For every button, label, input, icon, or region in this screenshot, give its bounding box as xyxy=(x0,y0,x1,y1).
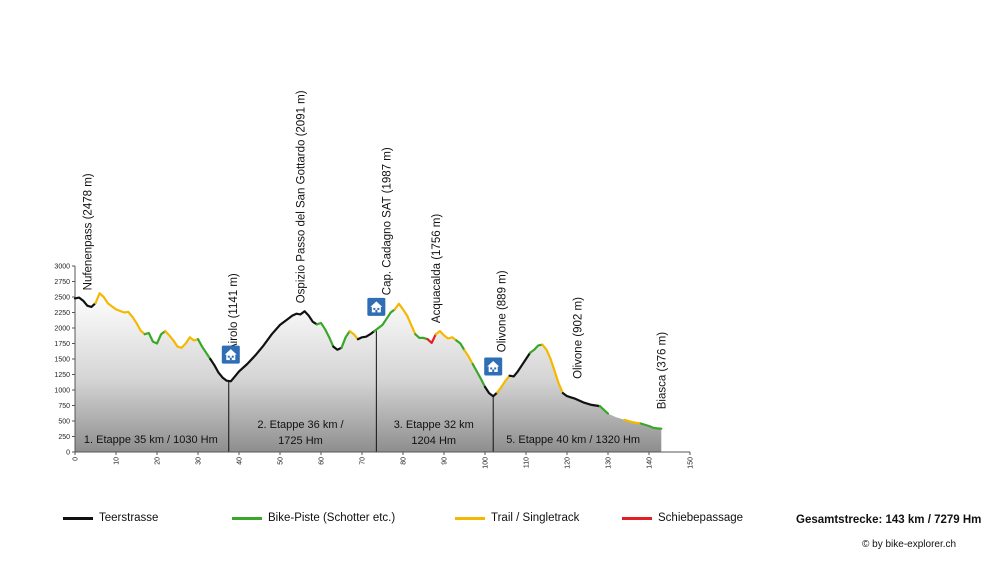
x-tick-label-120: 120 xyxy=(565,457,572,469)
stage-label-1: 1. Etappe 35 km / 1030 Hm xyxy=(84,434,218,446)
y-tick-label-1500: 1500 xyxy=(54,357,70,364)
elevation-area-fill xyxy=(75,293,662,452)
profile-segment-trail-singletrack xyxy=(348,330,359,341)
x-tick-label-100: 100 xyxy=(483,457,490,469)
stage-label-2-line2: 1725 Hm xyxy=(278,435,323,447)
legend-item-bike-piste: Bike-Piste (Schotter etc.) xyxy=(232,512,395,524)
profile-segment-bike-piste-schotter-etc xyxy=(598,405,610,415)
y-tick-label-3000: 3000 xyxy=(54,264,70,271)
profile-segment-bike-piste-schotter-etc xyxy=(315,321,335,348)
x-tick-label-50: 50 xyxy=(278,457,285,465)
y-tick-label-750: 750 xyxy=(58,403,70,410)
profile-segment-bike-piste-schotter-etc xyxy=(455,339,466,352)
hut-icon xyxy=(367,297,386,316)
copyright: © by bike-explorer.ch xyxy=(862,539,957,550)
y-tick-label-250: 250 xyxy=(58,434,70,441)
profile-segment-bike-piste-schotter-etc xyxy=(340,330,351,349)
location-label-ospizio-passo-del-san-gottardo-2091-m: Ospizio Passo del San Gottardo (2091 m) xyxy=(296,90,308,303)
legend-label-trail: Trail / Singletrack xyxy=(491,512,580,524)
x-tick-label-90: 90 xyxy=(442,457,449,465)
profile-segment-teerstrasse xyxy=(209,310,318,383)
y-tick-label-2750: 2750 xyxy=(54,279,70,286)
profile-segment-teerstrasse xyxy=(332,345,343,351)
legend-swatch-schiebepassage xyxy=(622,516,652,520)
stage-labels: 1. Etappe 35 km / 1030 Hm 2. Etappe 36 km… xyxy=(84,419,640,447)
elevation-profile-chart: 0250500750100012501500175020002250250027… xyxy=(54,90,694,469)
hut-icon xyxy=(221,345,240,364)
profile-segment-bike-piste-schotter-etc xyxy=(373,308,396,333)
profile-segment-trail-singletrack xyxy=(393,302,417,336)
location-label-nufenenpass-2478-m: Nufenenpass (2478 m) xyxy=(82,173,94,290)
y-tick-label-2250: 2250 xyxy=(54,310,70,317)
profile-segment-trail-singletrack xyxy=(94,292,146,336)
legend-swatch-teerstrasse xyxy=(63,516,93,520)
axes: 0250500750100012501500175020002250250027… xyxy=(54,264,694,469)
profile-line xyxy=(73,292,663,430)
stage-label-3: 3. Etappe 32 km xyxy=(394,419,474,431)
stage-label-3-line2: 1204 Hm xyxy=(411,435,456,447)
location-labels: Nufenenpass (2478 m) Airolo (1141 m) Ospiz… xyxy=(82,90,668,409)
legend-item-trail: Trail / Singletrack xyxy=(455,512,579,524)
total-distance: Gesamtstrecke: 143 km / 7279 Hm xyxy=(796,514,982,526)
y-tick-label-500: 500 xyxy=(58,419,70,426)
profile-segment-trail-singletrack xyxy=(164,330,200,349)
profile-segment-bike-piste-schotter-etc xyxy=(414,333,429,341)
x-tick-label-70: 70 xyxy=(360,457,367,465)
location-label-cap-cadagno-sat-1987-m: Cap. Cadagno SAT (1987 m) xyxy=(382,147,394,295)
profile-segment-teerstrasse xyxy=(356,330,376,341)
x-tick-label-0: 0 xyxy=(73,457,80,461)
legend-label-bike-piste: Bike-Piste (Schotter etc.) xyxy=(268,512,396,524)
stage-dividers xyxy=(228,329,494,452)
legend: Teerstrasse Bike-Piste (Schotter etc.) T… xyxy=(0,512,1000,532)
stage-label-2: 2. Etappe 36 km / xyxy=(257,419,344,431)
location-label-olivone-902-m: Olivone (902 m) xyxy=(572,297,584,379)
profile-segment-teerstrasse xyxy=(483,385,499,398)
profile-segment-trail-singletrack xyxy=(541,343,565,395)
profile-segment-bike-piste-schotter-etc xyxy=(528,343,544,354)
legend-swatch-bike-piste xyxy=(232,516,262,520)
x-tick-label-20: 20 xyxy=(155,457,162,465)
legend-label-teerstrasse: Teerstrasse xyxy=(99,512,159,524)
profile-segment-teerstrasse xyxy=(561,392,601,408)
y-tick-label-1000: 1000 xyxy=(54,388,70,395)
x-tick-label-140: 140 xyxy=(647,457,654,469)
x-tick-label-80: 80 xyxy=(401,457,408,465)
location-label-airolo-1141-m: Airolo (1141 m) xyxy=(228,273,240,351)
legend-swatch-trail xyxy=(455,516,485,520)
legend-item-schiebepassage: Schiebepassage xyxy=(622,512,743,524)
profile-segment-schiebepassage xyxy=(426,333,437,344)
profile-segment-teerstrasse xyxy=(508,351,532,378)
location-label-biasca-376-m: Biasca (376 m) xyxy=(656,332,668,410)
y-tick-label-1250: 1250 xyxy=(54,372,70,379)
x-tick-label-110: 110 xyxy=(524,457,531,468)
huts xyxy=(221,297,503,376)
location-label-olivone-889-m: Olivone (889 m) xyxy=(496,270,508,352)
x-tick-label-40: 40 xyxy=(237,457,244,465)
profile-segment-trail-singletrack xyxy=(434,330,458,342)
legend-item-teerstrasse: Teerstrasse xyxy=(63,512,158,524)
x-tick-label-150: 150 xyxy=(688,457,695,469)
legend-label-schiebepassage: Schiebepassage xyxy=(658,512,744,524)
x-tick-label-10: 10 xyxy=(114,457,121,465)
profile-segment-bike-piste-schotter-etc xyxy=(196,338,212,361)
profile-segment-trail-singletrack xyxy=(496,374,511,394)
y-tick-label-1750: 1750 xyxy=(54,341,70,348)
stage-label-4: 5. Etappe 40 km / 1320 Hm xyxy=(506,434,640,446)
y-tick-label-2000: 2000 xyxy=(54,326,70,333)
profile-segment-trail-singletrack xyxy=(623,418,642,425)
x-tick-label-130: 130 xyxy=(606,457,613,469)
profile-segment-bike-piste-schotter-etc xyxy=(143,330,167,345)
profile-segment-trail-singletrack xyxy=(463,349,474,366)
y-tick-label-0: 0 xyxy=(66,450,70,457)
profile-segment-bike-piste-schotter-etc xyxy=(639,422,663,430)
elevation-area xyxy=(75,293,662,452)
profile-segment-bike-piste-schotter-etc xyxy=(471,362,487,388)
location-label-acquacalda-1756-m: Acquacalda (1756 m) xyxy=(431,214,443,323)
profile-segment-teerstrasse xyxy=(73,296,97,308)
hut-icon xyxy=(484,357,503,376)
x-tick-label-30: 30 xyxy=(196,457,203,465)
y-tick-label-2500: 2500 xyxy=(54,295,70,302)
x-tick-label-60: 60 xyxy=(319,457,326,465)
